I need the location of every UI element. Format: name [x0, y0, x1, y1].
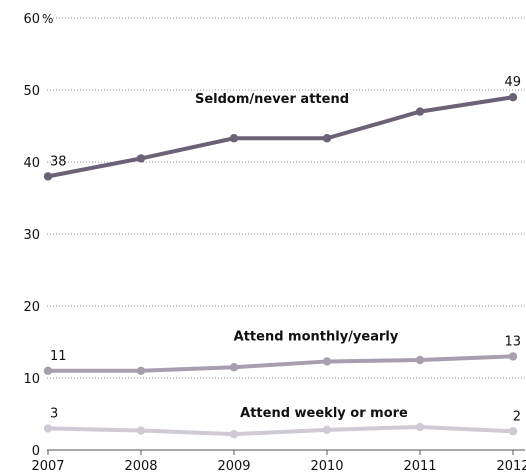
data-point-attend-weekly-or-more-2009 — [229, 429, 239, 439]
series-label-seldom-never-attend: Seldom/never attend — [195, 92, 349, 107]
data-point-seldom-never-attend-2007 — [43, 172, 53, 181]
data-point-attend-monthly-yearly-2010 — [322, 357, 332, 366]
data-point-seldom-never-attend-2010 — [322, 134, 332, 143]
data-label-attend-monthly-yearly-2007: 11 — [50, 349, 67, 364]
data-point-attend-weekly-or-more-2010 — [322, 425, 332, 435]
y-unit-label: % — [42, 12, 53, 26]
x-tick-label-2012: 2012 — [496, 459, 526, 474]
y-tick-label-30: 30 — [23, 228, 40, 243]
data-point-attend-weekly-or-more-2012 — [508, 427, 518, 436]
data-point-attend-monthly-yearly-2008 — [136, 366, 146, 375]
x-tick-label-2011: 2011 — [403, 459, 436, 474]
x-tick-label-2008: 2008 — [124, 459, 157, 474]
data-point-attend-monthly-yearly-2009 — [229, 363, 239, 372]
y-tick-label-40: 40 — [23, 156, 40, 171]
data-point-attend-monthly-yearly-2007 — [43, 366, 53, 375]
x-tick-label-2009: 2009 — [217, 459, 250, 474]
x-tick-label-2007: 2007 — [31, 459, 64, 474]
y-tick-label-10: 10 — [23, 372, 40, 387]
data-point-seldom-never-attend-2011 — [415, 107, 425, 116]
series-line-attend-monthly-yearly — [46, 354, 515, 373]
y-tick-label-20: 20 — [23, 300, 40, 315]
y-tick-label-60: 60 — [23, 12, 40, 27]
data-label-seldom-never-attend-2012: 49 — [504, 75, 521, 90]
series-label-attend-weekly-or-more: Attend weekly or more — [240, 406, 408, 421]
data-point-attend-weekly-or-more-2008 — [136, 426, 146, 435]
series-line-seldom-never-attend — [46, 95, 515, 179]
series-line-attend-weekly-or-more — [46, 424, 515, 437]
data-point-attend-monthly-yearly-2011 — [415, 355, 425, 365]
data-point-attend-weekly-or-more-2007 — [43, 424, 53, 433]
y-tick-label-50: 50 — [23, 84, 40, 99]
y-tick-label-0: 0 — [32, 444, 40, 459]
data-point-attend-weekly-or-more-2011 — [415, 422, 425, 432]
data-point-seldom-never-attend-2012 — [508, 93, 518, 102]
data-point-seldom-never-attend-2008 — [136, 154, 146, 163]
data-label-attend-weekly-or-more-2007: 3 — [50, 406, 58, 421]
series-label-attend-monthly-yearly: Attend monthly/yearly — [234, 330, 399, 345]
data-point-seldom-never-attend-2009 — [229, 134, 239, 143]
data-point-attend-monthly-yearly-2012 — [508, 352, 518, 361]
data-label-seldom-never-attend-2007: 38 — [50, 154, 67, 169]
data-label-attend-weekly-or-more-2012: 2 — [513, 409, 521, 424]
x-tick-label-2010: 2010 — [310, 459, 343, 474]
data-label-attend-monthly-yearly-2012: 13 — [504, 334, 521, 349]
